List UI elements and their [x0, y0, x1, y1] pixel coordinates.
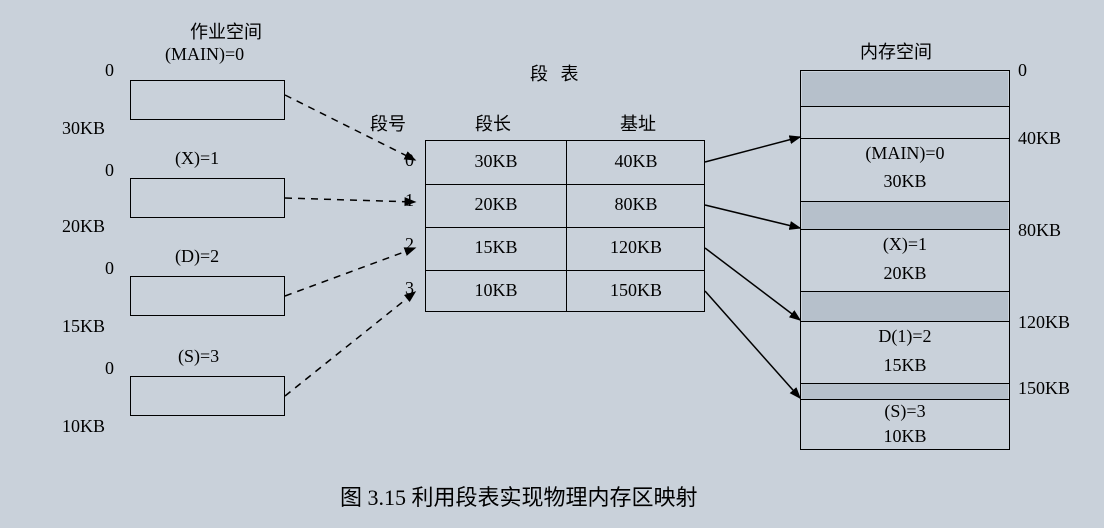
- seg-s-box: [130, 376, 285, 416]
- workspace-title: 作业空间: [190, 18, 262, 44]
- mem-s-2: 10KB: [801, 426, 1009, 447]
- seg-main-name: (MAIN)=0: [165, 44, 244, 65]
- mem-gap-2: [802, 292, 1008, 321]
- seg-base-1: 80KB: [566, 194, 706, 215]
- seg-d-start: 0: [105, 258, 114, 279]
- segno-3: 3: [405, 278, 414, 299]
- figure-caption: 图 3.15 利用段表实现物理内存区映射: [340, 480, 698, 512]
- seg-len-1: 20KB: [426, 194, 566, 215]
- seg-base-3: 150KB: [566, 280, 706, 301]
- segtable-title: 段 表: [530, 60, 583, 86]
- mem-s-1: (S)=3: [801, 401, 1009, 422]
- seg-len-0: 30KB: [426, 151, 566, 172]
- seg-d-box: [130, 276, 285, 316]
- seg-s-start: 0: [105, 358, 114, 379]
- col-base: 基址: [620, 110, 656, 136]
- seg-len-3: 10KB: [426, 280, 566, 301]
- segno-2: 2: [405, 234, 414, 255]
- segno-1: 1: [405, 190, 414, 211]
- mem-gap-0: [802, 72, 1008, 106]
- mem-d-1: D(1)=2: [801, 326, 1009, 347]
- seg-x-start: 0: [105, 160, 114, 181]
- col-segno: 段号: [370, 110, 406, 136]
- seg-main-start: 0: [105, 60, 114, 81]
- mem-gap-3: [802, 384, 1008, 399]
- seg-base-2: 120KB: [566, 237, 706, 258]
- memory-column: (MAIN)=0 30KB (X)=1 20KB D(1)=2 15KB (S)…: [800, 70, 1010, 450]
- mem-main-1: (MAIN)=0: [801, 143, 1009, 164]
- seg-x-box: [130, 178, 285, 218]
- segno-0: 0: [405, 150, 414, 171]
- mem-addr-80: 80KB: [1018, 220, 1061, 241]
- mem-x-2: 20KB: [801, 263, 1009, 284]
- memory-title: 内存空间: [860, 38, 932, 64]
- col-seglen: 段长: [475, 110, 511, 136]
- mem-addr-150: 150KB: [1018, 378, 1070, 399]
- mem-addr-40: 40KB: [1018, 128, 1061, 149]
- mem-addr-0: 0: [1018, 60, 1027, 81]
- seg-d-name: (D)=2: [175, 246, 219, 267]
- seg-main-end: 30KB: [62, 118, 105, 139]
- seg-s-name: (S)=3: [178, 346, 219, 367]
- mem-x-1: (X)=1: [801, 234, 1009, 255]
- segment-table: 30KB 40KB 20KB 80KB 15KB 120KB 10KB 150K…: [425, 140, 705, 312]
- mem-gap-1: [802, 202, 1008, 229]
- seg-main-box: [130, 80, 285, 120]
- seg-x-end: 20KB: [62, 216, 105, 237]
- seg-s-end: 10KB: [62, 416, 105, 437]
- seg-base-0: 40KB: [566, 151, 706, 172]
- mem-addr-120: 120KB: [1018, 312, 1070, 333]
- mem-d-2: 15KB: [801, 355, 1009, 376]
- seg-x-name: (X)=1: [175, 148, 219, 169]
- seg-len-2: 15KB: [426, 237, 566, 258]
- mem-main-2: 30KB: [801, 171, 1009, 192]
- seg-d-end: 15KB: [62, 316, 105, 337]
